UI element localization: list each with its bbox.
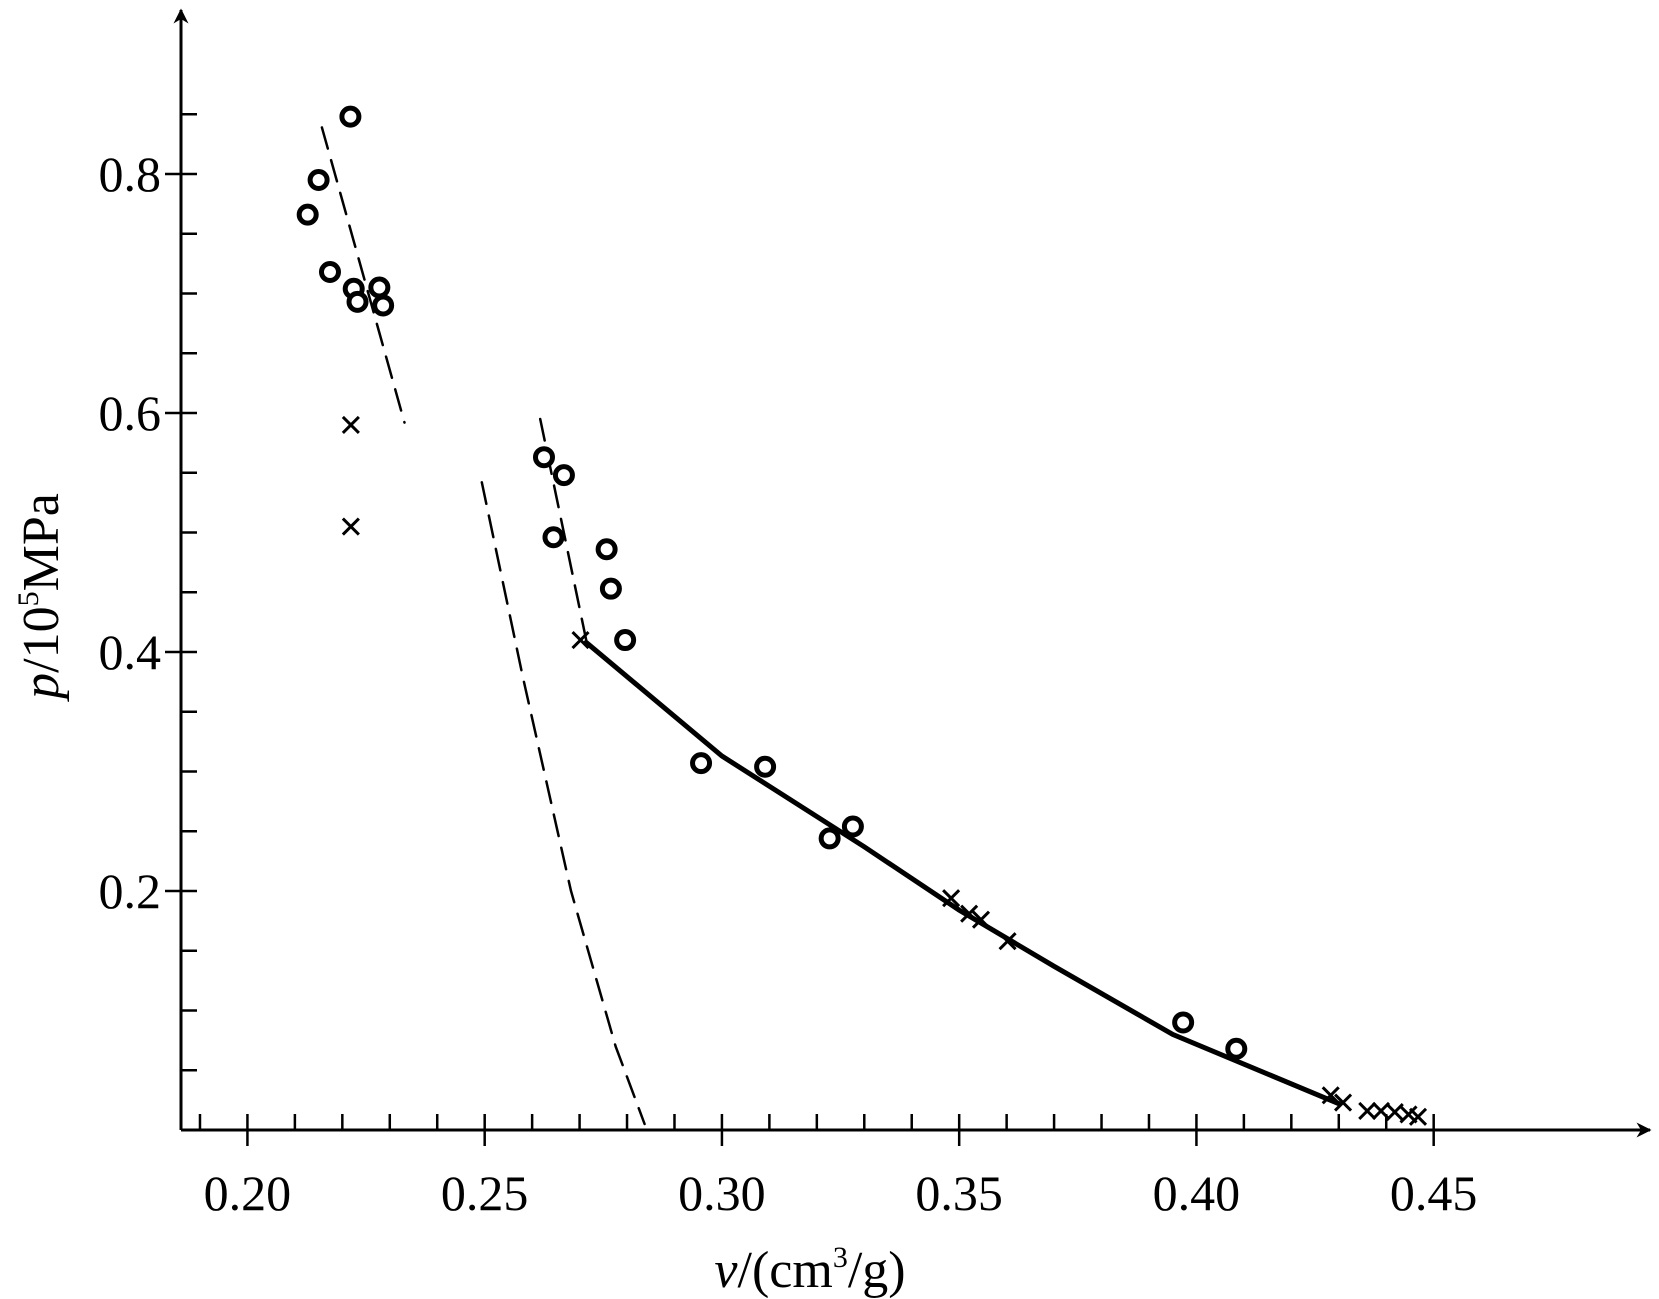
x-tick-label: 0.35 (915, 1165, 1003, 1221)
circle-point (372, 294, 395, 317)
circle-point (1225, 1037, 1248, 1060)
cross-point (341, 517, 360, 536)
circle-point (307, 168, 330, 191)
x-axis-label: v/(cm3/g) (714, 1241, 905, 1299)
dashed-curve (480, 481, 646, 1126)
circle-point (690, 752, 713, 775)
circle-point (542, 526, 565, 549)
circle-point (599, 577, 622, 600)
cross-point (1333, 1093, 1353, 1112)
dashed-curve (320, 126, 406, 424)
ticks (165, 113, 1435, 1146)
circle-point (532, 446, 555, 469)
y-tick-label: 0.8 (99, 146, 162, 202)
x-tick-label: 0.30 (678, 1165, 766, 1221)
circle-point (346, 290, 369, 313)
circle-point (552, 464, 575, 487)
y-tick-label: 0.4 (99, 624, 162, 680)
cross-point (1358, 1101, 1377, 1120)
circle-point (818, 827, 841, 850)
cross-point (942, 889, 961, 908)
tick-labels: 0.20 0.25 0.30 0.35 0.40 0.45 0.2 0.4 0.6 0.8 (99, 146, 1478, 1221)
y-tick-label: 0.6 (99, 385, 162, 441)
circle-point (754, 755, 777, 778)
cross-point (1321, 1086, 1340, 1105)
cross-point (960, 904, 979, 923)
x-tick-label: 0.20 (204, 1165, 292, 1221)
circle-point (1172, 1011, 1195, 1034)
cross-point (571, 630, 590, 650)
circle-point (368, 276, 391, 299)
cross-point (341, 415, 360, 435)
cross-point (1408, 1107, 1428, 1126)
circle-point (595, 538, 618, 561)
circle-point (339, 105, 362, 128)
circle-point (614, 629, 637, 652)
y-tick-label: 0.2 (99, 863, 162, 919)
x-tick-label: 0.25 (441, 1165, 529, 1221)
circle-point (296, 203, 319, 226)
circle-point (318, 260, 341, 283)
cross-point (971, 910, 991, 929)
fit-curves (320, 126, 1342, 1126)
data-points (296, 105, 1428, 1126)
circle-point (841, 815, 864, 838)
y-axis-label: p/105MPa (12, 493, 70, 703)
x-tick-label: 0.45 (1390, 1165, 1478, 1221)
cross-point (1385, 1103, 1404, 1122)
axes (173, 8, 1652, 1138)
solid-curve (583, 639, 1342, 1107)
cross-point (998, 932, 1017, 951)
x-tick-label: 0.40 (1153, 1165, 1241, 1221)
